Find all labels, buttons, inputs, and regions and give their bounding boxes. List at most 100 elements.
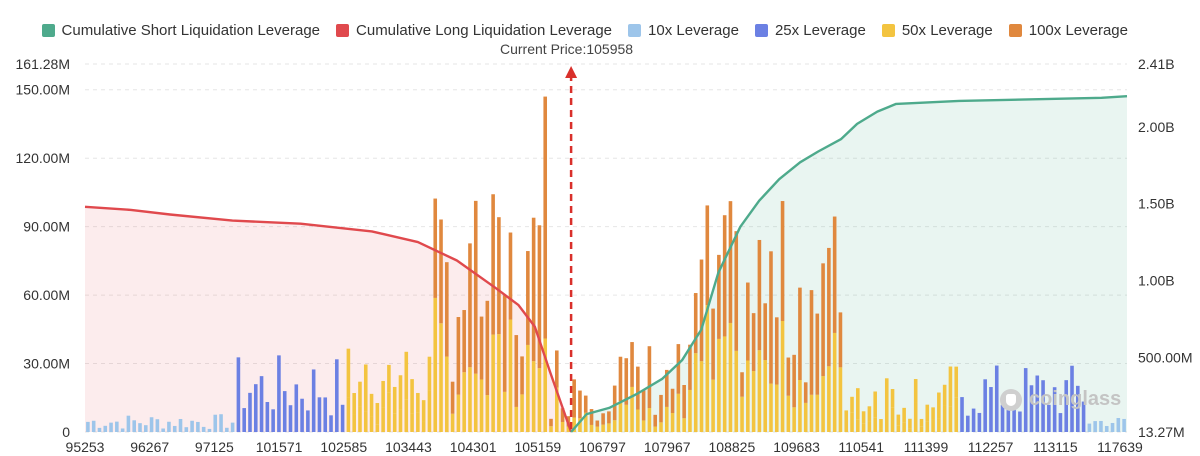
bar-10x [172,425,177,432]
bar-segment-50x [850,412,854,432]
bar-segment-100x [491,194,495,335]
bar-segment-50x [456,394,461,432]
bar-segment-50x [392,386,397,414]
legend-item[interactable]: 50x Leverage [881,22,993,39]
bar-segment-100x [595,420,600,427]
bar-segment-50x [601,424,605,432]
bar-25x [971,408,976,432]
bar-25x [977,412,982,432]
right-axis-tick: 500.00M [1138,349,1192,365]
x-axis-tick: 111399 [904,439,949,455]
bar-segment-100x [531,217,536,362]
bar-segment-50x [526,344,530,432]
bar-25x [1064,380,1069,432]
bar-segment-50x [508,319,513,432]
bar-segment-100x [803,382,808,403]
bar-segment-50x [618,401,623,432]
bar-segment-100x [774,317,779,385]
coinglass-logo-icon [1000,388,1022,411]
bar-segment-50x [913,402,918,432]
bar-10x [1116,418,1121,432]
bar-segment-100x [809,290,814,395]
bar-segment-50x [387,392,391,432]
left-axis-tick: 161.28M [16,56,70,72]
bar-segment-50x [919,426,924,432]
bar-segment-100x [763,303,767,361]
bar-25x [242,408,246,432]
bar-segment-100x [578,390,582,419]
cumulative-areas [85,96,1127,432]
bar-25x [983,379,987,432]
bar-10x [1099,420,1103,432]
bar-segment-50x [948,366,953,407]
bar-10x [213,414,218,432]
bar-segment-100x [468,243,472,368]
watermark-text: coinglass [1029,388,1122,410]
bar-segment-100x [508,232,513,320]
bar-25x [1075,385,1080,432]
legend-item[interactable]: 100x Leverage [1008,21,1128,39]
bar-segment-100x [554,350,559,388]
bar-25x [306,410,310,432]
bar-segment-50x [809,394,814,432]
bar-segment-50x [954,366,959,398]
bar-segment-50x [641,420,646,432]
bar-segment-50x [937,418,941,432]
bar-segment-50x [404,351,409,400]
bar-25x [1000,404,1005,432]
legend-item[interactable]: Cumulative Short Liquidation Leverage [41,22,320,39]
bar-10x [120,428,125,432]
legend-item[interactable]: 25x Leverage [754,21,866,39]
x-axis-tick: 106797 [579,439,626,455]
bar-25x [335,359,339,432]
right-axis-tick: 1.50B [1138,196,1175,212]
bar-10x [207,428,212,432]
bar-segment-100x [798,287,802,380]
bar-segment-50x [688,389,692,432]
bar-segment-50x [856,388,860,420]
bar-10x [132,420,137,432]
bar-25x [317,397,322,432]
bar-segment-50x [439,323,443,432]
bar-10x [161,428,165,432]
bar-segment-50x [433,297,438,432]
bar-10x [126,415,131,432]
bar-segment-50x [543,338,548,432]
x-axis-ticks: 95253 96267 97125 101571 102585 103443 104301 1… [66,439,1144,455]
bar-segment-50x [416,392,420,413]
legend-item[interactable]: 10x Leverage [628,22,739,39]
bar-segment-100x [479,316,484,380]
legend-item[interactable]: Cumulative Long Liquidation Leverage [336,22,612,39]
bar-segment-50x [676,393,681,432]
bar-segment-50x [445,356,449,432]
bar-25x [311,369,316,432]
bar-segment-50x [937,392,941,419]
bar-segment-50x [387,364,391,393]
bar-25x [1029,385,1034,432]
bar-segment-50x [473,373,478,432]
bar-10x [1110,422,1115,432]
bar-segment-50x [381,380,385,408]
bar-segment-100x [688,344,692,390]
bar-segment-50x [653,426,658,432]
bar-segment-50x [792,407,796,432]
legend-label: 100x Leverage [1028,21,1128,39]
bar-10x [190,420,194,432]
bar-10x [1093,421,1097,432]
x-axis-tick: 101571 [256,439,303,455]
bar-10x [1087,423,1092,432]
bar-segment-50x [537,368,542,432]
bar-segment-50x [554,387,559,432]
cumulative-line [84,205,573,433]
bar-segment-100x [601,413,605,425]
bar-segment-100x [485,300,490,396]
bar-10x [115,421,119,432]
bar-segment-50x [450,413,455,432]
legend-swatch [628,23,642,37]
bar-segment-50x [896,425,901,432]
bar-segment-50x [659,422,663,432]
bar-25x [960,397,964,432]
bar-10x [196,421,200,432]
bar-segment-100x [520,356,524,395]
legend-label: 25x Leverage [774,21,866,39]
